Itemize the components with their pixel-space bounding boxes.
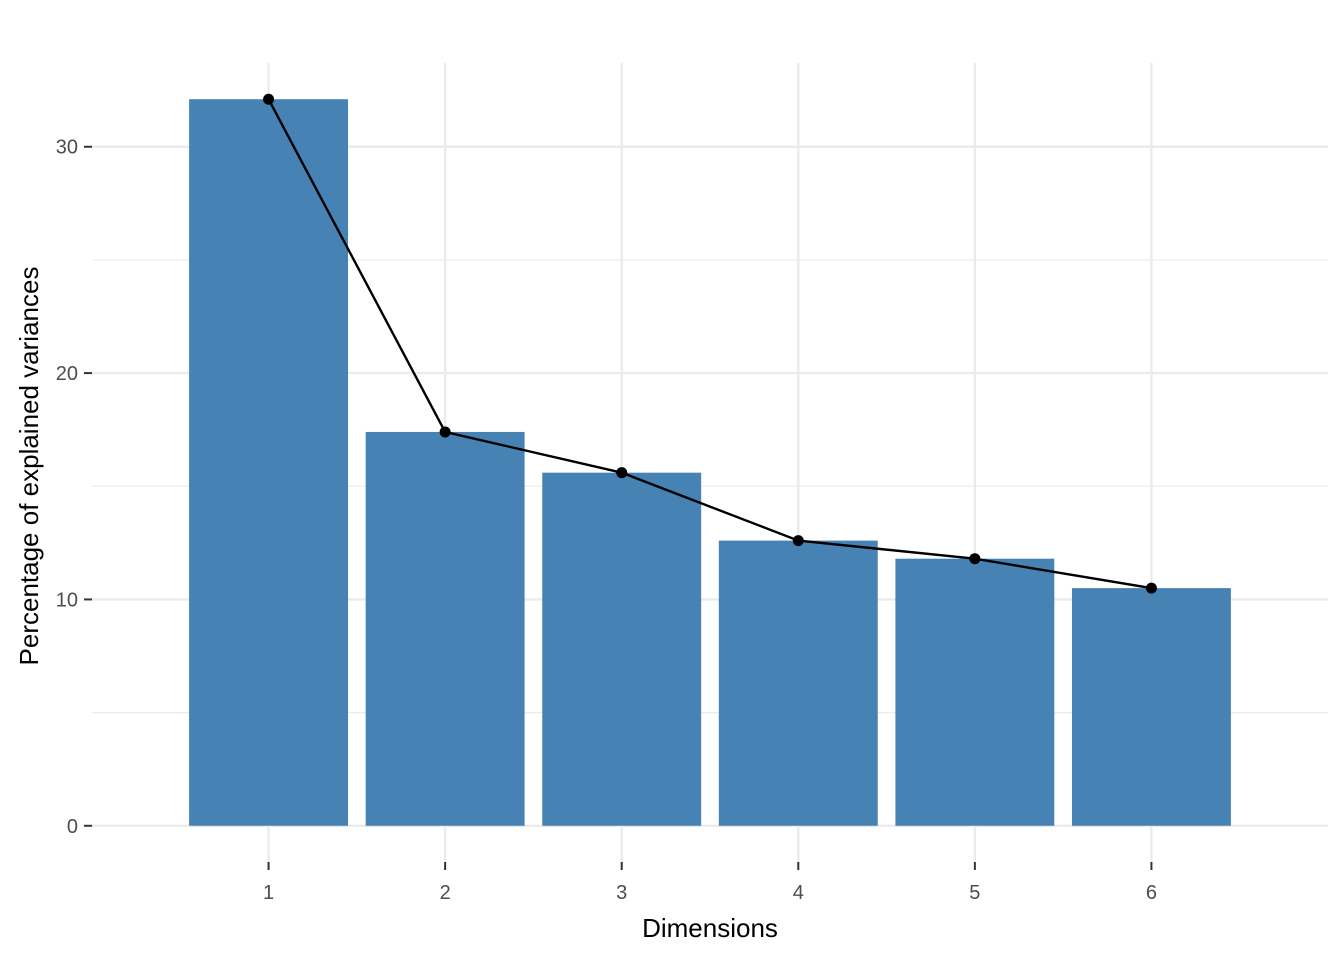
x-tick-label: 5 [969,882,980,904]
bar-dim-1 [189,99,349,826]
bar-dim-4 [718,540,878,826]
bar-dim-6 [1071,588,1231,826]
y-tick-label: 20 [56,363,78,385]
line-series [263,93,1157,594]
y-tick-label: 30 [56,137,78,159]
bar-dim-5 [895,558,1055,826]
x-axis: 1 2 3 4 5 6 [263,862,1157,904]
x-axis-title: Dimensions [642,913,778,943]
point-dim-6 [1145,582,1157,594]
x-tick-label: 6 [1146,882,1157,904]
y-axis-title: Percentage of explained variances [14,267,44,666]
x-tick-label: 2 [440,882,451,904]
y-tick-label: 0 [67,816,78,838]
point-dim-2 [439,426,451,438]
bar-dim-3 [542,472,702,826]
point-dim-4 [792,535,804,547]
bars [189,99,1231,826]
trend-line [267,98,1152,590]
point-dim-5 [969,553,981,565]
x-tick-label: 3 [616,882,627,904]
x-tick-label: 4 [793,882,804,904]
x-tick-label: 1 [263,882,274,904]
y-tick-label: 10 [56,589,78,611]
y-axis: 0 10 20 30 [56,137,92,838]
point-dim-3 [616,467,628,479]
bar-dim-2 [365,431,525,826]
point-dim-1 [263,93,275,105]
